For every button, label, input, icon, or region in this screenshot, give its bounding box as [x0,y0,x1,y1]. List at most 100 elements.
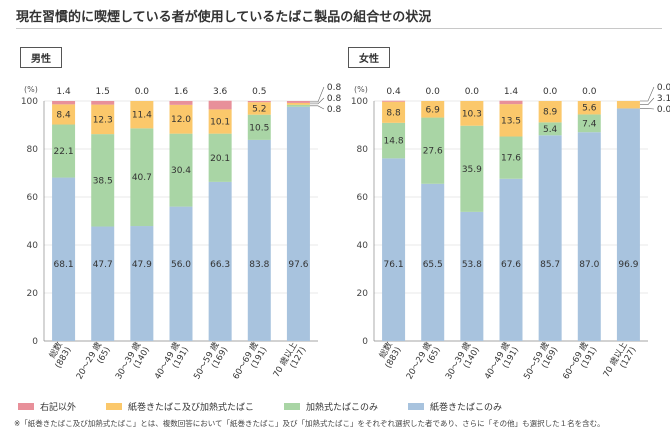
female-data-label-both: 10.3 [462,109,482,119]
female-data-label-both: 8.9 [543,108,558,118]
female-bar-heated-only [577,114,601,133]
male-data-label-heated-only: 40.7 [132,173,152,183]
legend-swatch-heated-only [284,403,301,410]
male-data-label-both: 11.4 [132,111,152,121]
female-x-tick-label: 20～29 歳(65) [404,340,443,382]
male-bar-cigarette-only [130,226,154,341]
female-bar-other [382,100,406,102]
title-divider [16,28,662,29]
female-y-tick-label: 20 [357,289,369,299]
legend-item-both: 紙巻きたばこ及び加熱式たばこ [106,400,254,413]
legend-label-heated-only: 加熱式たばこのみ [306,403,379,413]
female-data-label-other: 1.4 [504,87,519,97]
male-data-label-cigarette-only: 56.0 [171,260,191,270]
legend-swatch-other [18,403,34,410]
male-bar-cigarette-only [91,226,115,341]
male-data-label-other: 0.5 [252,87,266,97]
male-bar-heated-only [52,124,76,178]
male-bar-both [208,109,232,134]
female-data-label-both: 13.5 [501,116,521,126]
female-y-tick-label: 60 [357,193,369,203]
male-leader-line [309,97,325,105]
male-bar-both [247,102,271,115]
male-x-tick-label: 70 歳以上(127) [271,340,309,380]
legend-label-both: 紙巻きたばこ及び加熱式たばこ [128,403,255,413]
female-data-label-other: 0.0 [465,87,480,97]
male-y-tick-label: 40 [27,241,39,251]
female-x-tick-label: 60～69 歳(191) [560,340,599,382]
female-data-label-other: 0.0 [657,83,670,93]
male-bar-cigarette-only [247,139,271,341]
male-y-tick-label: 100 [21,97,38,107]
male-data-label-other: 1.6 [174,87,189,97]
male-data-label-both: 5.2 [252,104,266,114]
male-data-label-both: 0.8 [327,94,342,104]
male-data-label-heated-only: 38.5 [93,176,113,186]
legend-item-heated-only: 加熱式たばこのみ [284,400,378,413]
male-bar-both [130,101,154,129]
male-y-tick-label: 20 [27,289,39,299]
legend-item-cigarette-only: 紙巻きたばこのみ [408,400,502,413]
male-bar-other [91,101,115,105]
female-data-label-heated-only: 0.0 [657,105,670,115]
male-x-tick-label: 総数(883) [47,340,74,371]
male-x-tick-label: 60～69 歳(191) [230,340,269,382]
female-data-label-both: 5.6 [582,104,597,114]
female-bar-both [538,101,562,123]
male-data-label-both: 10.1 [210,118,230,128]
panel-label-female: 女性 [348,47,390,68]
male-leader-line [309,105,325,110]
female-x-tick-label: 40～49 歳(191) [482,340,521,382]
female-y-tick-label: 100 [351,97,368,107]
male-bar-both [91,104,115,135]
female-bar-cigarette-only [382,158,406,341]
female-y-tick-label: 40 [357,241,369,251]
male-bar-heated-only [208,133,232,182]
legend-swatch-both [106,403,123,410]
female-data-label-heated-only: 5.4 [543,125,558,135]
male-data-label-cigarette-only: 83.8 [249,260,269,270]
female-bar-both [499,104,523,137]
female-bar-both [577,101,601,115]
male-bar-other [286,101,310,103]
male-data-label-cigarette-only: 47.9 [132,260,152,270]
female-data-label-cigarette-only: 76.1 [384,260,404,270]
female-leader-line [639,108,654,110]
male-data-label-cigarette-only: 97.6 [288,260,308,270]
male-bar-other [247,101,271,103]
female-bar-heated-only [421,117,445,184]
female-data-label-heated-only: 17.6 [501,154,521,164]
male-bar-other [169,101,193,105]
female-x-tick-label: 50～59 歳(169) [521,340,560,382]
male-data-label-both: 12.3 [93,115,113,125]
female-data-label-both: 6.9 [426,105,441,115]
male-y-tick-label: 60 [27,193,39,203]
female-data-label-cigarette-only: 67.6 [501,260,521,270]
female-data-label-cigarette-only: 65.5 [423,260,443,270]
male-data-label-other: 0.8 [327,83,342,93]
female-bar-both [421,101,445,118]
male-bar-heated-only [247,114,271,140]
female-bar-other [499,100,523,105]
male-x-tick-label: 50～59 歳(169) [191,340,230,382]
page-title: 現在習慣的に喫煙している者が使用しているたばこ製品の組合せの状況 [16,10,432,25]
male-data-label-other: 1.5 [96,87,110,97]
legend-swatch-cigarette-only [408,403,425,410]
female-data-label-cigarette-only: 53.8 [462,260,482,270]
female-x-tick-label: 総数(883) [377,340,404,371]
panel-label-male: 男性 [20,47,62,68]
male-y-tick-label: 80 [27,145,39,155]
female-bar-cigarette-only [460,211,484,341]
female-data-label-heated-only: 14.8 [384,137,404,147]
female-leader-line [639,86,655,102]
female-data-label-heated-only: 27.6 [423,147,443,157]
male-bar-other [52,101,76,105]
male-bar-cigarette-only [169,206,193,341]
male-y-tick-label: 0 [32,337,38,347]
female-bar-both [460,101,484,126]
female-y-tick-label: 80 [357,145,369,155]
female-data-label-both: 8.8 [386,108,401,118]
male-bar-heated-only [169,133,193,207]
female-data-label-cigarette-only: 87.0 [579,260,599,270]
male-bar-cigarette-only [286,106,310,341]
